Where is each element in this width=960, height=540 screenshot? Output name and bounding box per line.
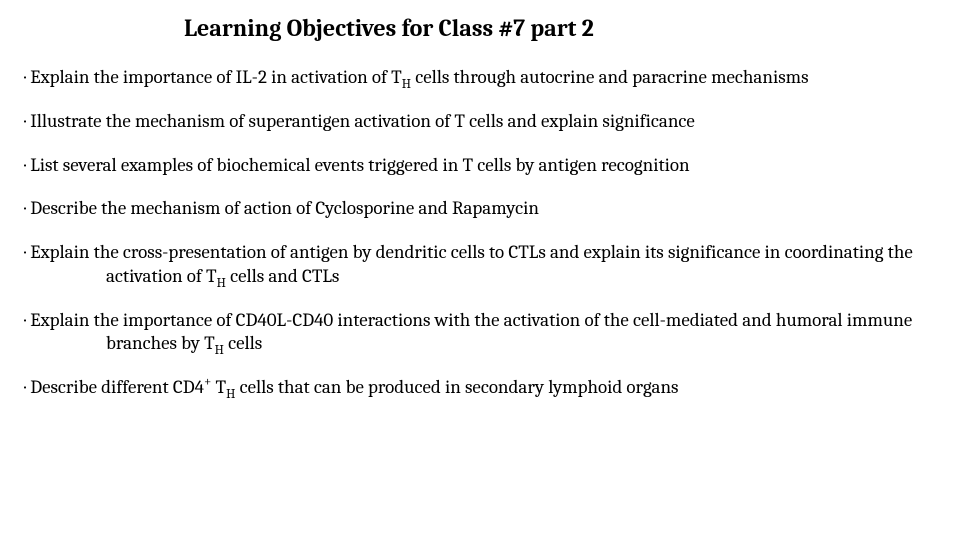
objective-text-pre: Explain the cross-presentation of antige… [30, 241, 913, 287]
objective-text-post: cells that can be produced in secondary … [235, 376, 678, 398]
objective-text-pre: Describe different CD4 [30, 376, 204, 398]
slide-container: Learning Objectives for Class #7 part 2 … [0, 0, 960, 540]
objective-text-pre: Describe the mechanism of action of Cycl… [30, 197, 539, 219]
list-item: · Describe the mechanism of action of Cy… [24, 197, 936, 221]
objective-text-post: cells and CTLs [226, 265, 340, 287]
objective-text-post: cells [224, 332, 262, 354]
objective-text-mid: T [211, 376, 226, 398]
list-item: · List several examples of biochemical e… [24, 154, 936, 178]
subscript: H [226, 387, 235, 402]
subscript: H [402, 77, 411, 92]
objective-text-pre: List several examples of biochemical eve… [30, 154, 689, 176]
slide-title: Learning Objectives for Class #7 part 2 [184, 14, 936, 42]
list-item: · Describe different CD4+ TH cells that … [24, 376, 936, 400]
objective-text-pre: Illustrate the mechanism of superantigen… [30, 110, 695, 132]
objective-text-post: cells through autocrine and paracrine me… [411, 66, 809, 88]
objective-text-pre: Explain the importance of IL-2 in activa… [30, 66, 402, 88]
list-item: · Explain the importance of IL-2 in acti… [24, 66, 936, 90]
list-item: · Explain the importance of CD40L-CD40 i… [24, 309, 936, 357]
subscript: H [215, 343, 224, 358]
list-item: · Explain the cross-presentation of anti… [24, 241, 936, 289]
objectives-list: · Explain the importance of IL-2 in acti… [24, 66, 936, 400]
subscript: H [217, 276, 226, 291]
list-item: · Illustrate the mechanism of superantig… [24, 110, 936, 134]
objective-text-pre: Explain the importance of CD40L-CD40 int… [30, 309, 912, 355]
